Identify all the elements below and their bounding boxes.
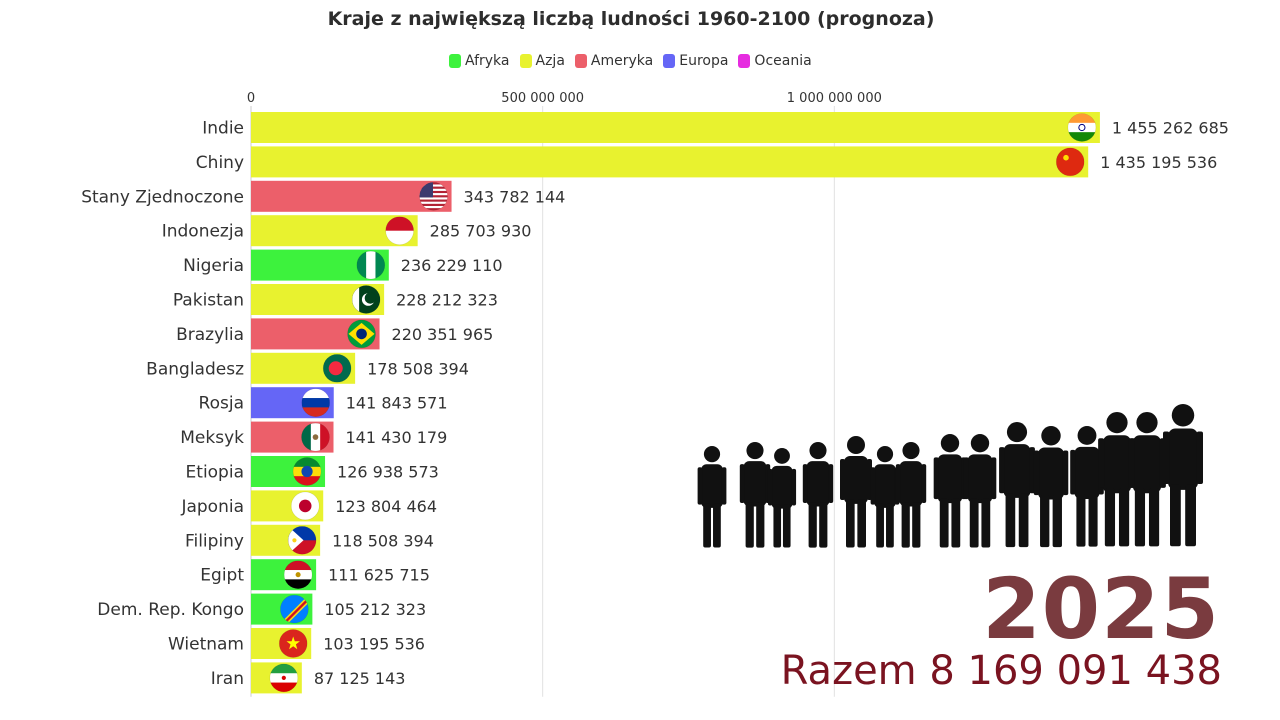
value-label: 141 843 571: [346, 394, 448, 413]
value-label: 105 212 323: [324, 600, 426, 619]
year-label: 2025: [982, 560, 1220, 658]
value-label: 118 508 394: [332, 531, 434, 550]
value-label: 111 625 715: [328, 566, 430, 585]
nigeria-flag-icon: [357, 251, 386, 279]
mexico-flag-icon: [302, 423, 331, 451]
value-label: 343 782 144: [464, 187, 566, 206]
category-label: Nigeria: [183, 256, 244, 276]
egypt-flag-icon: [284, 561, 312, 589]
category-label: Brazylia: [176, 325, 244, 345]
russia-flag-icon: [302, 389, 330, 418]
value-label: 123 804 464: [335, 497, 437, 516]
philippines-flag-icon: [288, 526, 316, 555]
category-label: Egipt: [200, 566, 244, 586]
category-label: Chiny: [196, 153, 244, 173]
value-label: 236 229 110: [401, 256, 503, 275]
value-label: 285 703 930: [430, 222, 532, 241]
value-label: 220 351 965: [392, 325, 494, 344]
bangladesh-flag-icon: [323, 354, 351, 382]
x-tick-label: 500 000 000: [501, 91, 584, 106]
category-label: Wietnam: [168, 635, 244, 655]
usa-flag-icon: [420, 182, 448, 210]
pakistan-flag-icon: [352, 286, 380, 314]
category-label: Rosja: [199, 394, 244, 414]
category-label: Filipiny: [185, 531, 244, 551]
category-label: Dem. Rep. Kongo: [97, 600, 244, 620]
value-label: 228 212 323: [396, 291, 498, 310]
brazil-flag-icon: [348, 320, 376, 348]
category-label: Iran: [211, 669, 244, 689]
total-population: Razem 8 169 091 438: [781, 648, 1222, 694]
category-label: Meksyk: [180, 428, 244, 448]
category-label: Indonezja: [162, 222, 244, 242]
category-label: Pakistan: [173, 291, 244, 311]
x-tick-label: 1 000 000 000: [787, 91, 882, 106]
bar: [251, 112, 1100, 143]
ethiopia-flag-icon: [293, 458, 321, 487]
value-label: 1 435 195 536: [1100, 153, 1217, 172]
india-flag-icon: [1068, 114, 1096, 143]
indonesia-flag-icon: [386, 217, 414, 246]
x-tick-label: 0: [247, 91, 255, 106]
china-flag-icon: [1056, 148, 1084, 176]
category-label: Stany Zjednoczone: [81, 187, 244, 207]
dr-congo-flag-icon: [280, 595, 308, 623]
category-label: Bangladesz: [146, 359, 244, 379]
value-label: 103 195 536: [323, 635, 425, 654]
category-label: Japonia: [180, 497, 244, 517]
value-label: 1 455 262 685: [1112, 119, 1229, 138]
japan-flag-icon: [291, 492, 319, 520]
value-label: 141 430 179: [346, 428, 448, 447]
category-label: Etiopia: [186, 463, 244, 483]
vietnam-flag-icon: [279, 630, 307, 658]
children-silhouettes-icon: [695, 400, 1205, 550]
category-label: Indie: [202, 119, 244, 139]
iran-flag-icon: [270, 664, 298, 692]
value-label: 178 508 394: [367, 359, 469, 378]
value-label: 87 125 143: [314, 669, 406, 688]
value-label: 126 938 573: [337, 463, 439, 482]
bar: [251, 146, 1088, 177]
